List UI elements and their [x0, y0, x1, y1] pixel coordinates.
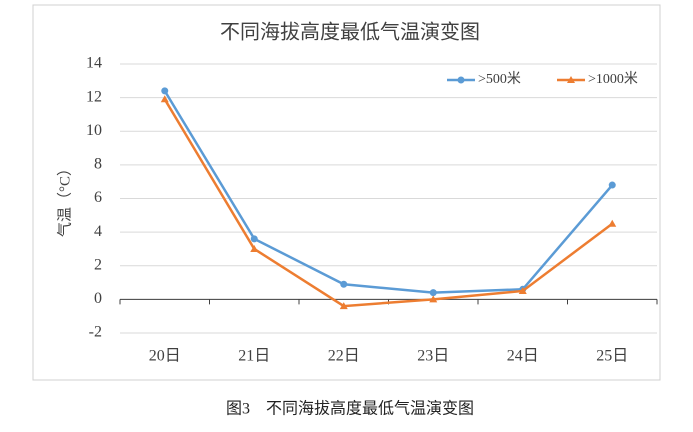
x-tick-label: 20日: [149, 348, 181, 365]
marker: [608, 181, 616, 189]
marker: [250, 235, 258, 243]
legend-label: >1000米: [588, 71, 638, 87]
y-tick-label: 12: [86, 88, 102, 105]
y-axis-label: 气温（°C）: [56, 161, 73, 237]
marker: [340, 280, 348, 288]
legend-label: >500米: [478, 71, 521, 87]
y-tick-label: 6: [94, 189, 102, 206]
x-tick-label: 25日: [596, 348, 628, 365]
y-tick-label: 0: [94, 290, 102, 307]
marker: [250, 244, 259, 252]
marker: [429, 289, 437, 297]
marker: [160, 95, 169, 103]
marker: [518, 286, 527, 294]
marker: [161, 87, 169, 95]
marker: [567, 76, 575, 83]
y-tick-label: -2: [89, 324, 102, 341]
x-tick-label: 21日: [238, 348, 270, 365]
y-tick-label: 14: [86, 55, 102, 72]
marker: [429, 295, 438, 303]
x-tick-label: 23日: [417, 348, 449, 365]
caption: 图3 不同海拔高度最低气温演变图: [226, 400, 474, 418]
series-line: [163, 90, 614, 294]
y-tick-label: 10: [86, 122, 102, 139]
marker: [339, 302, 348, 310]
marker: [457, 76, 465, 84]
x-tick-label: 22日: [328, 348, 360, 365]
x-tick-label: 24日: [507, 348, 539, 365]
y-tick-label: 8: [94, 156, 102, 173]
chart-frame: [32, 4, 661, 381]
marker: [608, 219, 617, 227]
y-tick-label: 2: [94, 256, 102, 273]
series-line: [163, 98, 614, 308]
y-tick-label: 4: [94, 223, 102, 240]
chart-title: 不同海拔高度最低气温演变图: [220, 21, 480, 44]
